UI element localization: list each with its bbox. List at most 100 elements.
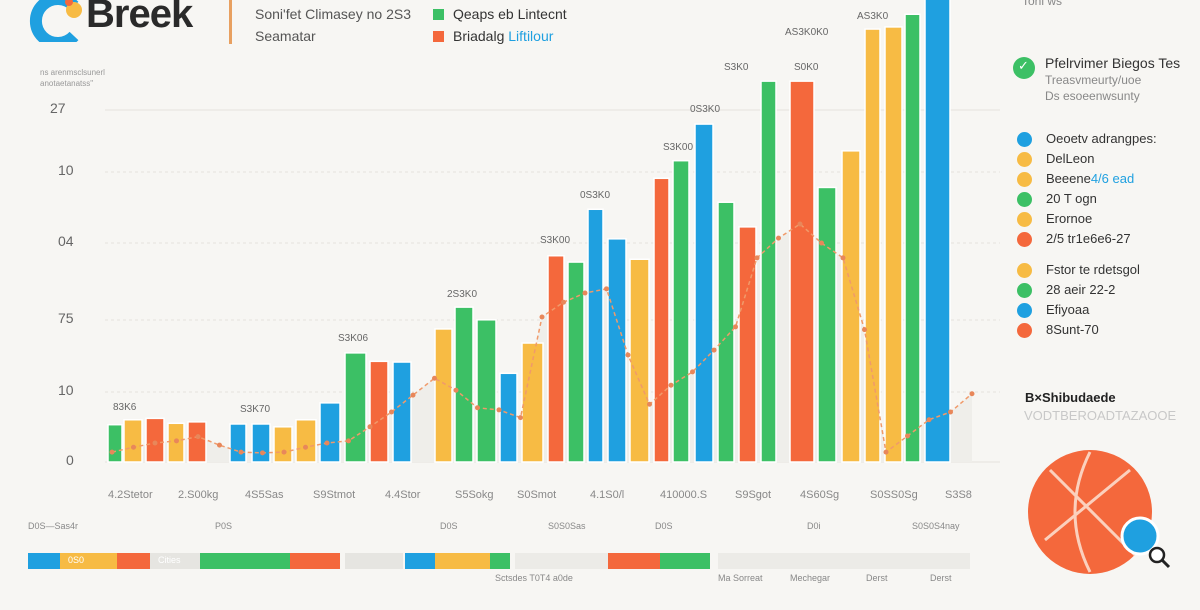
segment-top-label: D0S bbox=[655, 521, 673, 531]
x-tick-label: 4.1S0/l bbox=[590, 489, 625, 501]
trend-point bbox=[389, 409, 394, 415]
trend-point bbox=[797, 221, 803, 227]
trend-point bbox=[733, 324, 738, 330]
bar-green bbox=[344, 352, 367, 463]
chart-note-1: ns arenmsclsunerl bbox=[40, 68, 105, 77]
trend-point bbox=[518, 415, 523, 421]
segment-top-label: D0S—Sas4r bbox=[28, 521, 79, 531]
bar-green bbox=[760, 80, 777, 463]
x-tick-label: S9Stmot bbox=[313, 489, 356, 501]
cross-lines bbox=[1044, 451, 1137, 573]
trend-point bbox=[840, 255, 846, 261]
legend-dot-yellow bbox=[1017, 263, 1032, 278]
trend-point bbox=[582, 290, 588, 296]
bar-blue bbox=[229, 423, 247, 463]
legend-dot-yellow bbox=[1017, 152, 1032, 167]
x-tick-label: 4S60Sg bbox=[800, 489, 840, 501]
trend-point bbox=[453, 387, 459, 393]
bar-yellow bbox=[629, 258, 650, 463]
data-label: 0S3K0 bbox=[580, 190, 611, 201]
trend-point bbox=[625, 352, 631, 358]
panel-item-label: Efiyoaa bbox=[1046, 302, 1090, 317]
segment-bottom-label: Mechegar bbox=[790, 573, 831, 583]
panel-item-label: 2/5 tr1e6e6-27 bbox=[1046, 231, 1131, 246]
trend-point bbox=[561, 299, 566, 305]
trend-point bbox=[410, 392, 416, 398]
panel-item: 28 aeir 22-2 bbox=[1046, 282, 1115, 298]
y-tick-label: 0 bbox=[66, 452, 74, 468]
trend-point bbox=[303, 444, 308, 450]
search-icon[interactable] bbox=[1148, 546, 1171, 569]
segment-bottom-label: Ma Sorreat bbox=[718, 573, 763, 583]
data-label: S3K0 bbox=[724, 62, 749, 73]
legend-swatch-red bbox=[433, 31, 444, 42]
trend-point bbox=[174, 438, 179, 444]
legend-dot-red bbox=[1017, 323, 1032, 338]
trend-point bbox=[238, 449, 244, 455]
legend-label: Briadalg Liftilour bbox=[453, 28, 553, 44]
x-tick-label: S0SS0Sg bbox=[870, 489, 918, 501]
pie-badge bbox=[1028, 450, 1171, 574]
panel-footer-title: B×Shibudaede bbox=[1025, 390, 1116, 405]
panel-item: DelLeon bbox=[1046, 151, 1094, 167]
panel-item: Beeene4/6 ead bbox=[1046, 171, 1134, 187]
segment-top-label: D0S bbox=[440, 521, 458, 531]
bar-red bbox=[789, 80, 815, 463]
panel-item: Erornoe bbox=[1046, 211, 1092, 227]
blue-circle bbox=[1120, 516, 1160, 556]
trend-point bbox=[711, 347, 717, 353]
legend-dot-yellow bbox=[1017, 212, 1032, 227]
bar-red bbox=[187, 421, 207, 463]
x-tick-label: S0Smot bbox=[517, 489, 557, 501]
trend-point bbox=[905, 433, 910, 439]
bar-yellow bbox=[295, 419, 317, 463]
data-label: S3K06 bbox=[338, 333, 369, 344]
panel-item-label: 20 T ogn bbox=[1046, 191, 1097, 206]
data-label: 83K6 bbox=[113, 402, 137, 413]
panel-item-label: 28 aeir 22-2 bbox=[1046, 282, 1116, 297]
bar-blue bbox=[392, 361, 412, 463]
bar-blue bbox=[319, 402, 341, 463]
bar-red bbox=[738, 226, 757, 463]
bar-segment: 0S0 bbox=[60, 553, 117, 569]
check-badge-icon: ✓ bbox=[1013, 57, 1035, 79]
bar-blue bbox=[587, 208, 604, 463]
trend-point bbox=[776, 235, 781, 241]
trend-point bbox=[131, 444, 136, 450]
panel-item-label: 8Sunt-70 bbox=[1046, 322, 1099, 337]
panel-item-label: Erornoe bbox=[1046, 211, 1093, 226]
bar-segment bbox=[290, 553, 340, 569]
trend-point bbox=[969, 391, 975, 397]
x-tick-label: 2.S00kg bbox=[178, 489, 219, 501]
panel-line-2: Ds esoeenwsunty bbox=[1045, 89, 1140, 103]
panel-item: 8Sunt-70 bbox=[1046, 322, 1099, 338]
trend-point bbox=[948, 409, 953, 415]
data-label: AS3K0 bbox=[857, 11, 889, 22]
panel-item-label: Oeoetv adrangpes: bbox=[1046, 131, 1157, 146]
data-label: S3K00 bbox=[540, 235, 571, 246]
bar-green bbox=[672, 159, 690, 463]
bar-segment bbox=[117, 553, 150, 569]
bar-green bbox=[567, 261, 585, 463]
bar-green bbox=[717, 201, 735, 463]
data-label: S0K0 bbox=[794, 62, 819, 73]
panel-footer-sub: VODTBEROADTAZAOOE bbox=[1024, 408, 1177, 423]
top-right-text: Tohi ws bbox=[1022, 0, 1063, 8]
trend-point bbox=[367, 424, 373, 430]
bar-segment: Cities bbox=[150, 553, 200, 569]
panel-item-label: Fstor te rdetsgol bbox=[1046, 262, 1140, 277]
panel-item: 2/5 tr1e6e6-27 bbox=[1046, 231, 1131, 247]
brand-name: Breek bbox=[86, 0, 193, 36]
trend-point bbox=[432, 375, 437, 381]
bar-segment bbox=[200, 553, 290, 569]
bar-yellow bbox=[884, 26, 903, 463]
trend-point bbox=[862, 327, 867, 333]
bar-segment bbox=[718, 553, 970, 569]
segment-top-label: S0S0Sas bbox=[548, 521, 586, 531]
segment-bottom-label: Derst bbox=[930, 573, 952, 583]
bar-red bbox=[145, 417, 165, 463]
panel-item-accent: 4/6 ead bbox=[1090, 171, 1135, 186]
segment-top-label: S0S0S4nay bbox=[912, 521, 960, 531]
segment-top-label: P0S bbox=[215, 521, 233, 531]
bar-green bbox=[904, 13, 921, 463]
